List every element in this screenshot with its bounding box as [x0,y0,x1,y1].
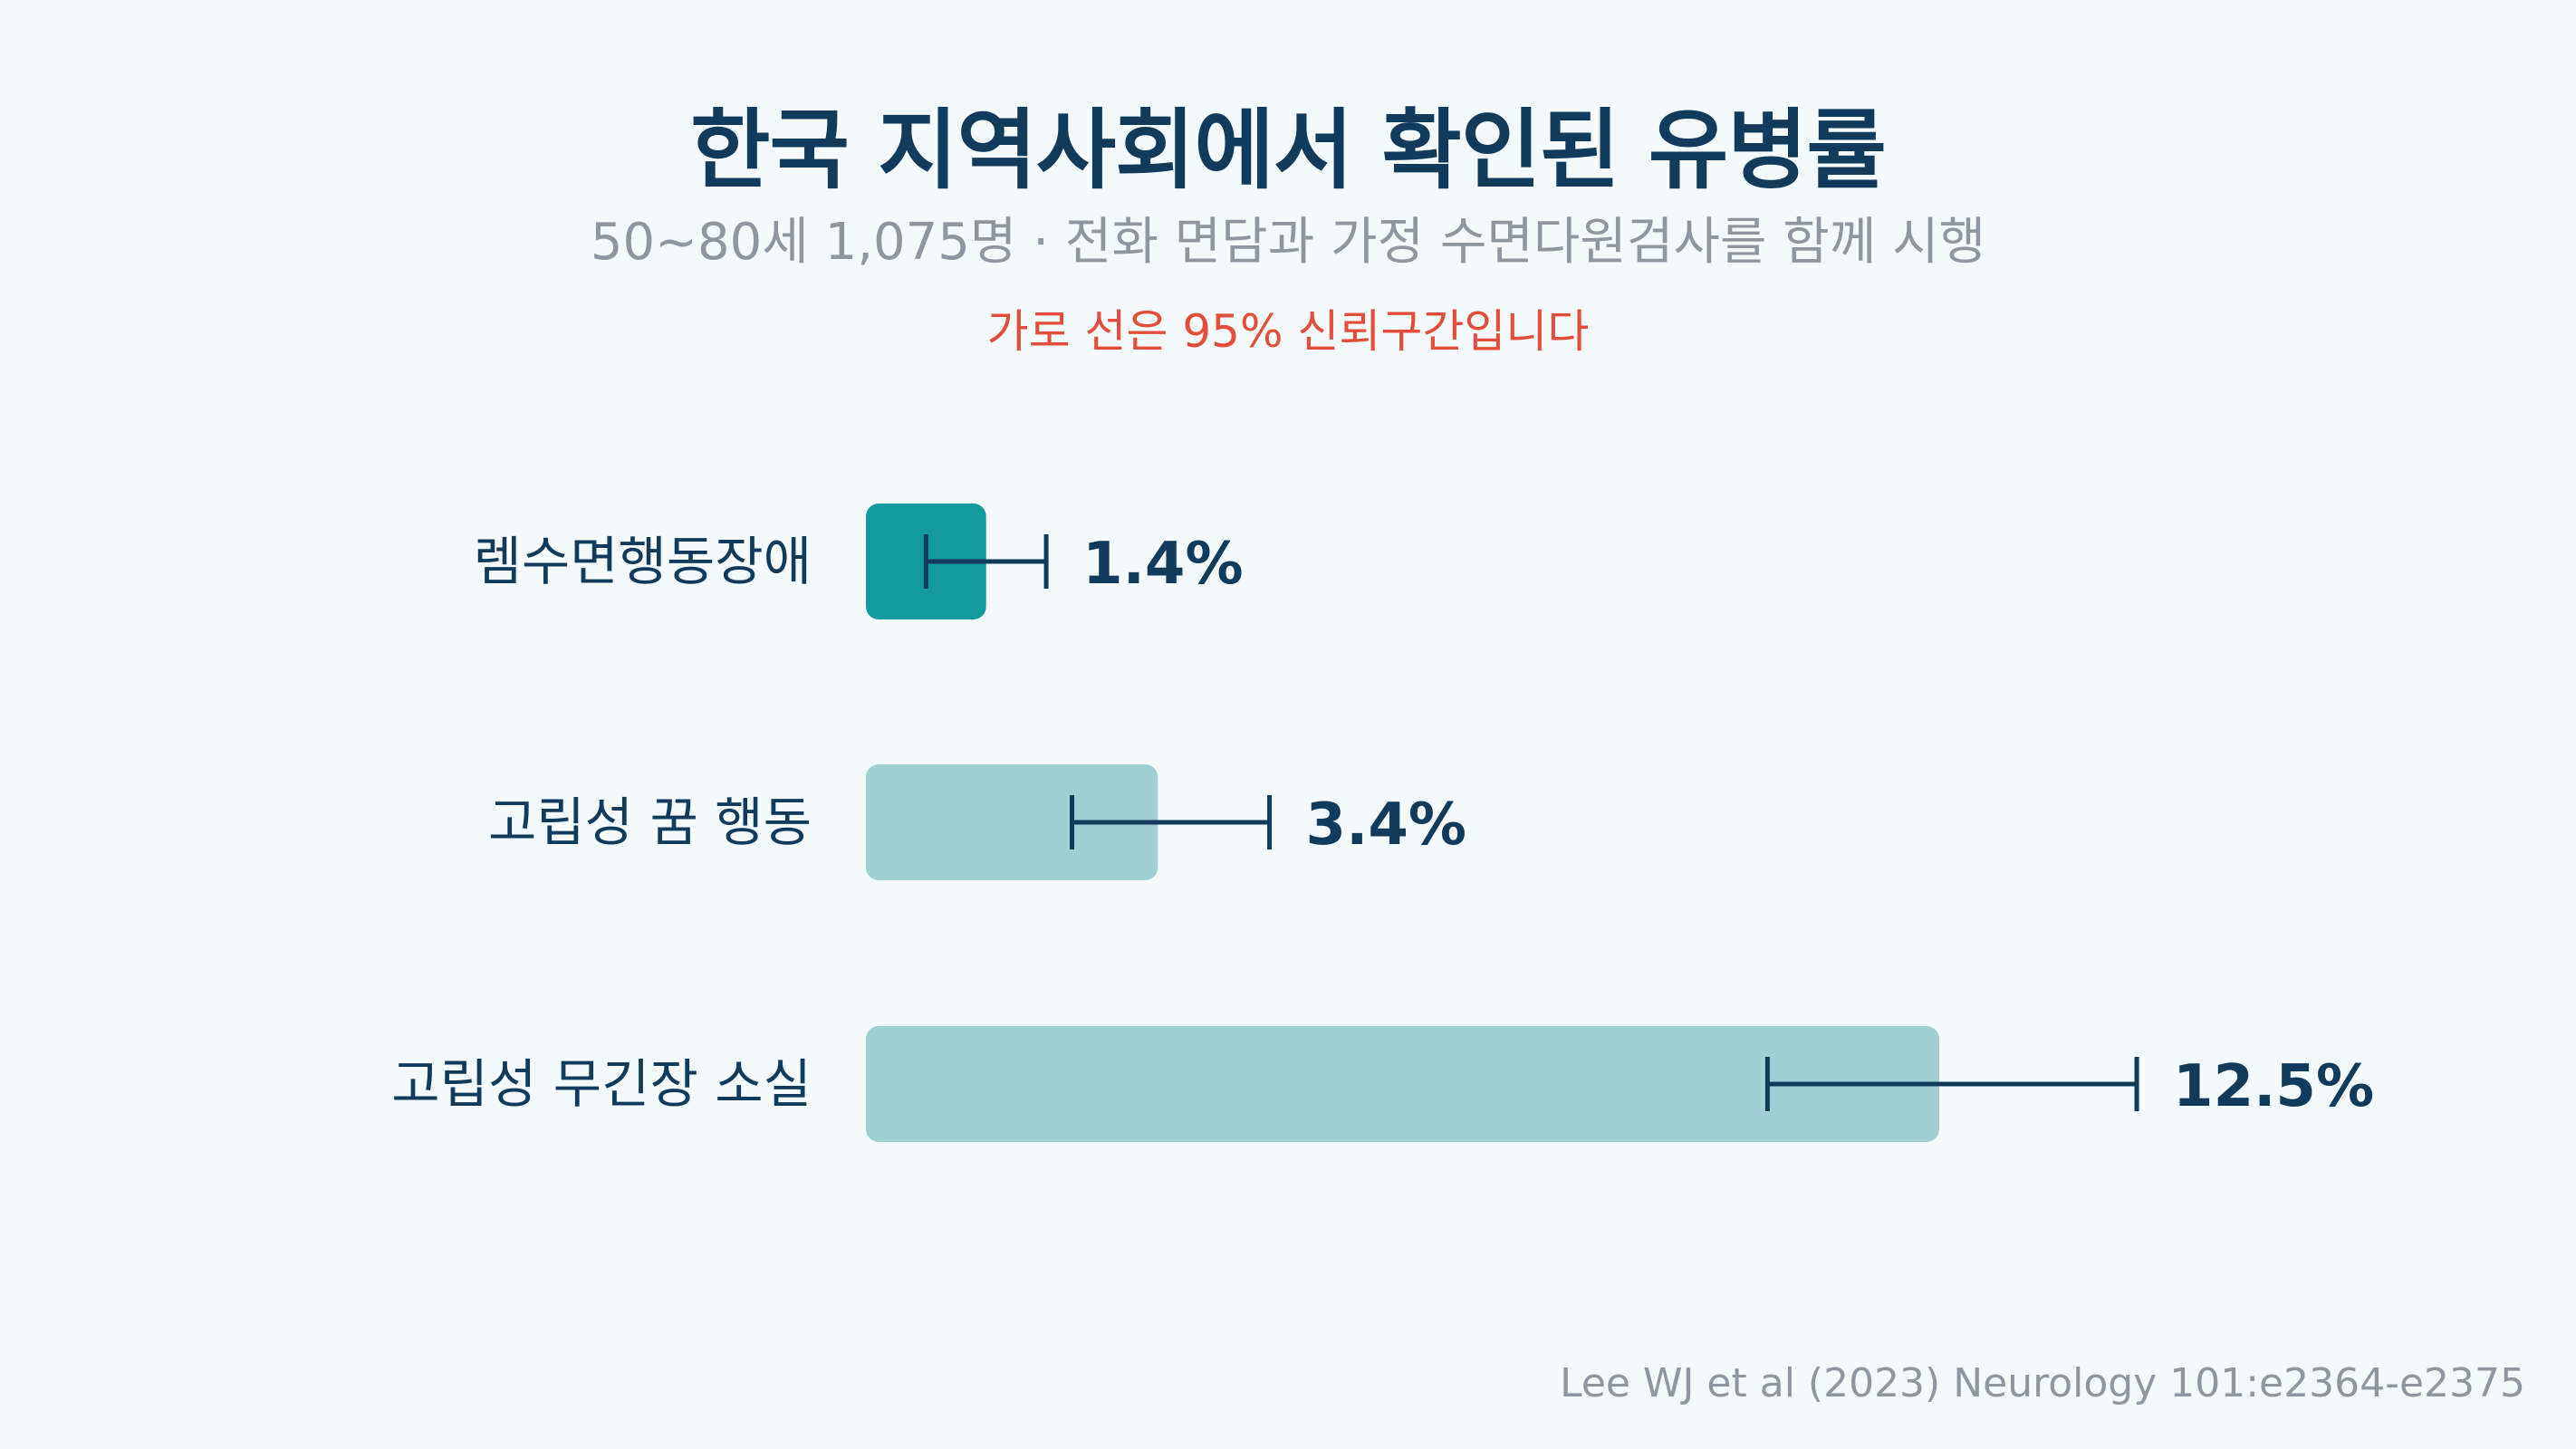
bar [866,764,1158,880]
chart-subtitle: 50~80세 1,075명 · 전화 면담과 가정 수면다원검사를 함께 시행 [590,213,1986,272]
chart-title: 한국 지역사회에서 확인된 유병률 [690,100,1887,201]
ci-note: 가로 선은 95% 신뢰구간입니다 [986,305,1590,358]
source-citation: Lee WJ et al (2023) Neurology 101:e2364-… [1560,1360,2525,1406]
category-label: 고립성 꿈 행동 [488,792,812,853]
category-label: 고립성 무긴장 소실 [391,1053,812,1115]
value-label: 12.5% [2173,1053,2374,1120]
value-label: 1.4% [1082,531,1244,598]
category-label: 렘수면행동장애 [473,531,812,592]
bar [866,1026,1939,1142]
value-label: 3.4% [1306,792,1467,859]
